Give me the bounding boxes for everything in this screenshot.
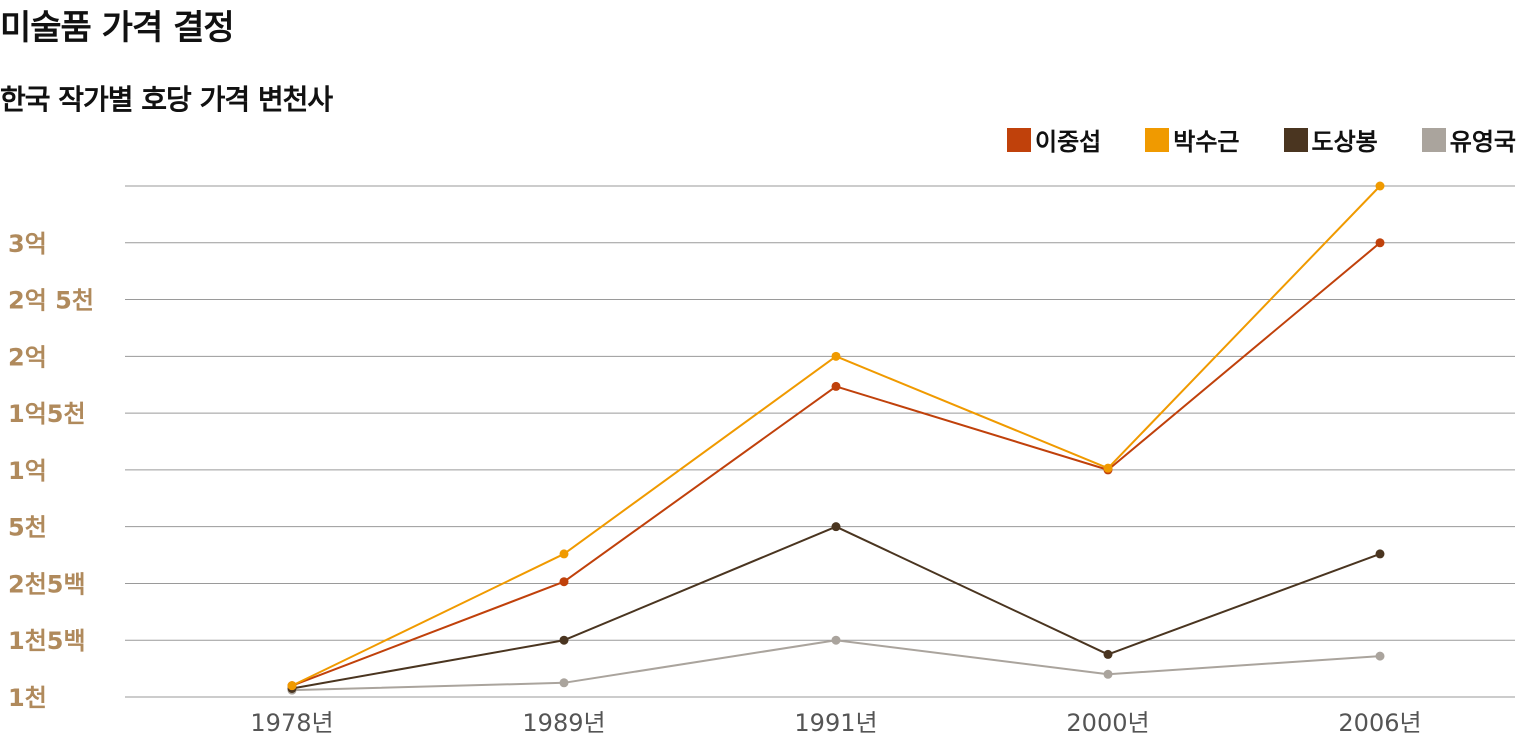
- y-tick-label-3: 5천: [8, 514, 47, 542]
- x-tick-label-2: 1991년: [794, 709, 877, 737]
- x-tick-label-1: 1989년: [522, 709, 605, 737]
- series-3-point-1: [559, 678, 569, 688]
- legend-item-2: 도상봉: [1283, 122, 1378, 157]
- legend-label-1: 박수근: [1173, 128, 1240, 156]
- series-1-point-4: [1375, 181, 1385, 191]
- series-line-0: [291, 242, 1381, 687]
- y-tick-label-4: 1억: [8, 457, 47, 485]
- y-tick-label-1: 1천5백: [8, 627, 86, 655]
- x-tick-label-3: 2000년: [1066, 709, 1149, 737]
- series-0-point-4: [1375, 238, 1385, 248]
- y-tick-label-8: 3억: [8, 230, 47, 258]
- series-line-1: [291, 185, 1381, 687]
- y-tick-label-0: 1천: [8, 684, 47, 712]
- series-3-point-3: [1103, 669, 1113, 679]
- y-tick-label-7: 2억 5천: [8, 287, 94, 315]
- y-tick-label-2: 2천5백: [8, 570, 86, 598]
- legend-label-0: 이중섭: [1035, 128, 1102, 156]
- legend-label-3: 유영국: [1449, 128, 1516, 156]
- series-3-point-2: [831, 635, 841, 645]
- series-line-3: [291, 639, 1381, 692]
- series-1-point-3: [1103, 463, 1113, 473]
- chart-title: 미술품 가격 결정: [0, 8, 235, 48]
- y-tick-label-6: 2억: [8, 343, 47, 371]
- series-3-point-4: [1375, 651, 1385, 661]
- series-2-point-3: [1103, 649, 1113, 659]
- series-2-point-4: [1375, 549, 1385, 559]
- legend-item-1: 박수근: [1145, 122, 1240, 157]
- series-1-point-2: [831, 351, 841, 361]
- y-tick-label-5: 1억5천: [8, 400, 86, 428]
- series-0-point-2: [831, 381, 841, 391]
- x-tick-label-4: 2006년: [1338, 709, 1421, 737]
- series-2-point-1: [559, 635, 569, 645]
- series-2-point-2: [831, 522, 841, 532]
- series-1-point-1: [559, 549, 569, 559]
- legend-item-3: 유영국: [1421, 122, 1516, 157]
- legend-label-2: 도상봉: [1311, 128, 1378, 156]
- legend-swatch-3: [1421, 127, 1446, 152]
- legend-swatch-1: [1145, 127, 1170, 152]
- legend-item-0: 이중섭: [1007, 122, 1101, 157]
- legend: 이중섭 박수근 도상봉 유영국: [1007, 122, 1516, 157]
- x-tick-label-0: 1978년: [250, 709, 333, 737]
- chart-subtitle: 한국 작가별 호당 가격 변천사: [0, 83, 333, 116]
- legend-swatch-0: [1007, 127, 1031, 152]
- series-1-point-0: [287, 681, 297, 691]
- legend-swatch-2: [1283, 127, 1308, 152]
- series-0-point-1: [559, 577, 569, 587]
